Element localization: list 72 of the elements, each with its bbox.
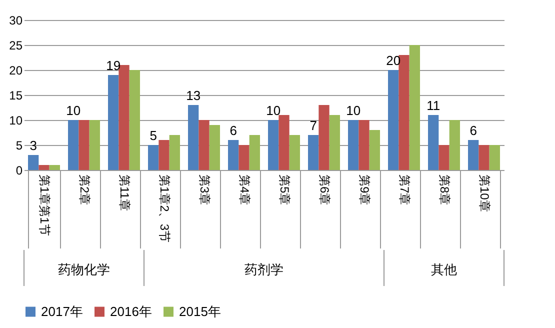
x-tick-label: 第2章 bbox=[78, 174, 92, 206]
bar bbox=[158, 140, 170, 170]
bar bbox=[238, 145, 250, 170]
bar bbox=[249, 135, 260, 170]
data-label: 6 bbox=[230, 123, 237, 138]
bar bbox=[489, 145, 500, 170]
data-label: 5 bbox=[150, 128, 157, 143]
bar bbox=[118, 65, 130, 170]
data-label: 11 bbox=[426, 98, 440, 113]
bar bbox=[428, 115, 439, 170]
bar bbox=[449, 120, 460, 170]
bar bbox=[68, 120, 79, 170]
legend-label: 2017年 bbox=[41, 304, 83, 319]
x-tick-label: 第7章 bbox=[398, 174, 412, 206]
bar bbox=[129, 70, 140, 170]
x-tick-label: 第4章 bbox=[238, 174, 252, 206]
bar bbox=[329, 115, 340, 170]
bar bbox=[78, 120, 90, 170]
x-tick-label: 第5章 bbox=[278, 174, 292, 206]
bar bbox=[278, 115, 290, 170]
data-label: 19 bbox=[106, 58, 121, 73]
data-label: 13 bbox=[186, 88, 201, 103]
x-tick-label: 第1章第1节 bbox=[38, 174, 52, 236]
bar bbox=[108, 75, 119, 170]
legend-label: 2016年 bbox=[110, 304, 152, 319]
x-tick-label: 第6章 bbox=[318, 174, 332, 206]
y-tick-label: 10 bbox=[9, 114, 23, 128]
data-label: 6 bbox=[470, 123, 477, 138]
bar bbox=[28, 155, 39, 170]
bar bbox=[398, 55, 410, 170]
text: 其他 bbox=[431, 262, 457, 277]
data-label: 10 bbox=[346, 103, 361, 118]
data-label: 3 bbox=[30, 138, 37, 153]
bar bbox=[169, 135, 180, 170]
text: 药物化学 bbox=[58, 262, 110, 277]
bar bbox=[468, 140, 479, 170]
data-label: 10 bbox=[266, 103, 281, 118]
x-tick-label: 第11章 bbox=[118, 174, 132, 211]
x-tick-label: 第10章 bbox=[478, 174, 492, 212]
bar bbox=[308, 135, 319, 170]
y-tick-label: 0 bbox=[16, 164, 23, 178]
bar bbox=[228, 140, 239, 170]
x-tick-label: 第1章2、3节 bbox=[158, 174, 172, 243]
y-tick-label: 25 bbox=[9, 38, 23, 52]
y-tick-label: 30 bbox=[9, 14, 23, 28]
data-label: 10 bbox=[66, 103, 81, 118]
bar bbox=[289, 135, 300, 170]
x-tick-label: 第8章 bbox=[438, 174, 452, 206]
y-tick-label: 20 bbox=[9, 64, 23, 78]
bar bbox=[198, 120, 210, 170]
bar bbox=[268, 120, 279, 170]
y-tick-label: 5 bbox=[16, 138, 23, 152]
bar bbox=[409, 45, 420, 170]
bar bbox=[148, 145, 159, 170]
x-tick-label: 第9章 bbox=[358, 174, 372, 206]
bar bbox=[188, 105, 199, 170]
text: 药剂学 bbox=[244, 262, 284, 277]
y-tick-label: 15 bbox=[9, 88, 23, 102]
bar bbox=[38, 165, 50, 170]
data-label: 7 bbox=[310, 118, 317, 133]
bar bbox=[209, 125, 220, 170]
bar bbox=[478, 145, 490, 170]
bar bbox=[358, 120, 370, 170]
bar bbox=[318, 105, 330, 170]
bar bbox=[388, 70, 399, 170]
bar bbox=[89, 120, 100, 170]
x-tick-label: 第3章 bbox=[198, 174, 212, 206]
bar bbox=[348, 120, 359, 170]
bar bbox=[369, 130, 380, 170]
bar bbox=[438, 145, 450, 170]
legend-label: 2015年 bbox=[179, 304, 221, 319]
bar bbox=[49, 165, 60, 170]
